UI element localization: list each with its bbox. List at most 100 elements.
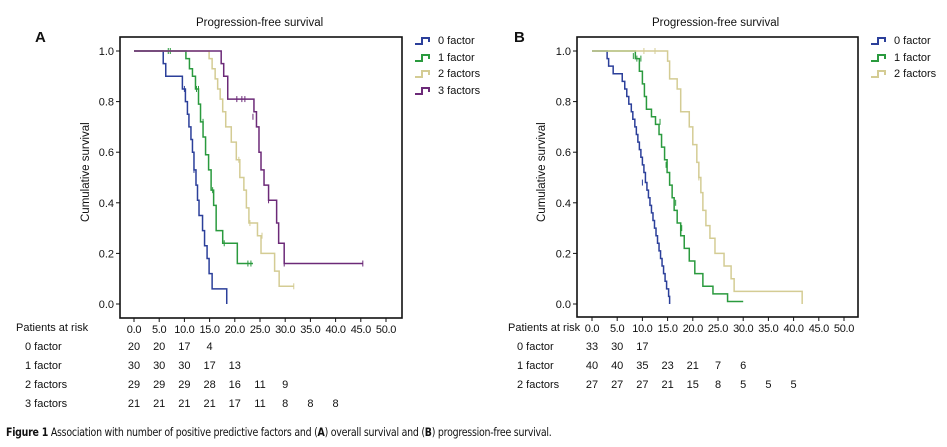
panel-a-x-tick-label: 25.0 xyxy=(250,324,270,336)
panel-a-x-tick-label: 5.0 xyxy=(152,324,167,336)
risk-row-label: 3 factors xyxy=(25,398,68,410)
panel-a-y-tick-label: 0.4 xyxy=(99,198,114,210)
risk-count: 27 xyxy=(636,379,649,391)
legend-item: 2 factors xyxy=(870,66,936,83)
panel-b-y-tick-label: 0.0 xyxy=(556,299,571,311)
panel-b-x-tick-label: 20.0 xyxy=(683,323,703,335)
risk-count: 40 xyxy=(585,360,599,372)
panel-a-x-tick-label: 0.0 xyxy=(127,324,142,336)
risk-count: 5 xyxy=(765,379,772,391)
panel-b-x-tick-label: 15.0 xyxy=(657,323,677,335)
panel-a-x-tick-label: 10.0 xyxy=(174,324,194,336)
risk-count: 5 xyxy=(790,379,797,391)
panel-a-km-curve-0 xyxy=(134,50,228,304)
panel-b-title: Progression-free survival xyxy=(652,17,780,29)
risk-count: 13 xyxy=(228,360,241,372)
panel-a-legend: 0 factor 1 factor 2 factors 3 factors xyxy=(414,33,480,99)
risk-count: 8 xyxy=(307,398,314,410)
risk-table-header: Patients at risk xyxy=(508,322,581,334)
panel-a-letter: A xyxy=(35,29,46,46)
risk-count: 21 xyxy=(203,398,216,410)
legend-label: 0 factor xyxy=(894,35,931,48)
caption-text-1: Association with number of positive pred… xyxy=(48,425,318,439)
panel-b-km-curve-0 xyxy=(592,50,671,304)
risk-count: 17 xyxy=(228,398,241,410)
panel-b-x-tick-label: 0.0 xyxy=(585,323,600,335)
caption-text-2: ) overall survival and ( xyxy=(324,425,425,439)
panel-b-letter: B xyxy=(514,29,525,46)
risk-count: 8 xyxy=(714,379,722,391)
panel-a-y-tick-label: 0.2 xyxy=(99,248,114,260)
panel-b-y-tick-label: 1.0 xyxy=(556,46,571,58)
panel-a-plot-frame xyxy=(119,36,403,319)
risk-count: 33 xyxy=(585,341,599,353)
caption-prefix: Figure 1 xyxy=(6,425,49,439)
legend-step-icon xyxy=(415,70,430,79)
risk-count: 16 xyxy=(228,379,241,391)
legend-label: 3 factors xyxy=(438,84,481,97)
risk-count: 7 xyxy=(714,360,722,372)
legend-item: 1 factor xyxy=(414,50,480,67)
panel-b-x-tick-label: 30.0 xyxy=(733,323,753,335)
risk-count: 28 xyxy=(203,379,216,391)
risk-row-label: 2 factors xyxy=(517,379,560,391)
risk-count: 21 xyxy=(686,360,699,372)
panel-a-x-tick-label: 40.0 xyxy=(325,324,345,336)
panel-a-km-curve-3 xyxy=(134,50,363,265)
panel-b-km-curve-1 xyxy=(592,50,744,303)
risk-count: 29 xyxy=(127,379,141,391)
panel-b-x-tick-label: 10.0 xyxy=(632,323,652,335)
risk-count: 27 xyxy=(611,379,624,391)
risk-count: 11 xyxy=(254,398,266,410)
legend-label: 1 factor xyxy=(894,51,931,64)
risk-count: 6 xyxy=(740,360,747,372)
panel-b-x-tick-label: 35.0 xyxy=(758,323,778,335)
panel-b-plot-frame xyxy=(576,36,859,318)
legend-item: 0 factor xyxy=(414,33,480,50)
risk-count: 27 xyxy=(585,379,599,391)
panel-a-x-tick-label: 15.0 xyxy=(199,324,219,336)
risk-count: 5 xyxy=(740,379,747,391)
panel-b-y-tick-label: 0.8 xyxy=(556,97,571,109)
legend-step-icon xyxy=(871,53,886,62)
panel-b-x-tick-label: 40.0 xyxy=(783,323,803,335)
risk-count: 4 xyxy=(206,341,213,353)
legend-label: 2 factors xyxy=(894,68,937,81)
panel-b-km-curve-2 xyxy=(592,50,803,304)
risk-row-label: 0 factor xyxy=(25,341,62,353)
risk-count: 40 xyxy=(611,360,624,372)
risk-table-header: Patients at risk xyxy=(16,322,89,334)
legend-step-icon xyxy=(871,70,886,79)
risk-count: 17 xyxy=(178,341,191,353)
risk-count: 21 xyxy=(661,379,674,391)
legend-step-icon xyxy=(415,53,430,62)
risk-count: 29 xyxy=(178,379,191,391)
panel-a-x-tick-label: 50.0 xyxy=(376,324,396,336)
legend-item: 2 factors xyxy=(414,66,480,83)
panel-b-y-tick-label: 0.2 xyxy=(556,248,571,260)
risk-row-label: 0 factor xyxy=(517,341,554,353)
caption-text-3: ) progression-free survival. xyxy=(431,425,552,439)
panel-b-legend: 0 factor 1 factor 2 factors xyxy=(870,33,936,83)
risk-count: 11 xyxy=(254,379,266,391)
legend-label: 0 factor xyxy=(438,35,475,48)
caption-a: A xyxy=(317,425,325,439)
risk-count: 30 xyxy=(611,341,624,353)
panel-a-y-tick-label: 0.6 xyxy=(99,147,114,159)
risk-row-label: 1 factor xyxy=(25,360,62,372)
legend-step-icon xyxy=(415,86,430,95)
panel-b-x-tick-label: 5.0 xyxy=(610,323,625,335)
risk-count: 20 xyxy=(153,341,166,353)
panel-b-x-tick-label: 45.0 xyxy=(809,323,829,335)
panel-a-km-curve-2 xyxy=(134,50,294,288)
risk-count: 21 xyxy=(153,398,166,410)
panel-a-y-tick-label: 0.8 xyxy=(99,97,114,109)
risk-row-label: 1 factor xyxy=(517,360,554,372)
panel-b-y-tick-label: 0.6 xyxy=(556,147,571,159)
caption-b: B xyxy=(424,425,432,439)
risk-count: 15 xyxy=(686,379,699,391)
legend-item: 3 factors xyxy=(414,83,480,100)
risk-count: 20 xyxy=(127,341,141,353)
panel-b-x-tick-label: 50.0 xyxy=(834,323,854,335)
risk-count: 9 xyxy=(282,379,289,391)
